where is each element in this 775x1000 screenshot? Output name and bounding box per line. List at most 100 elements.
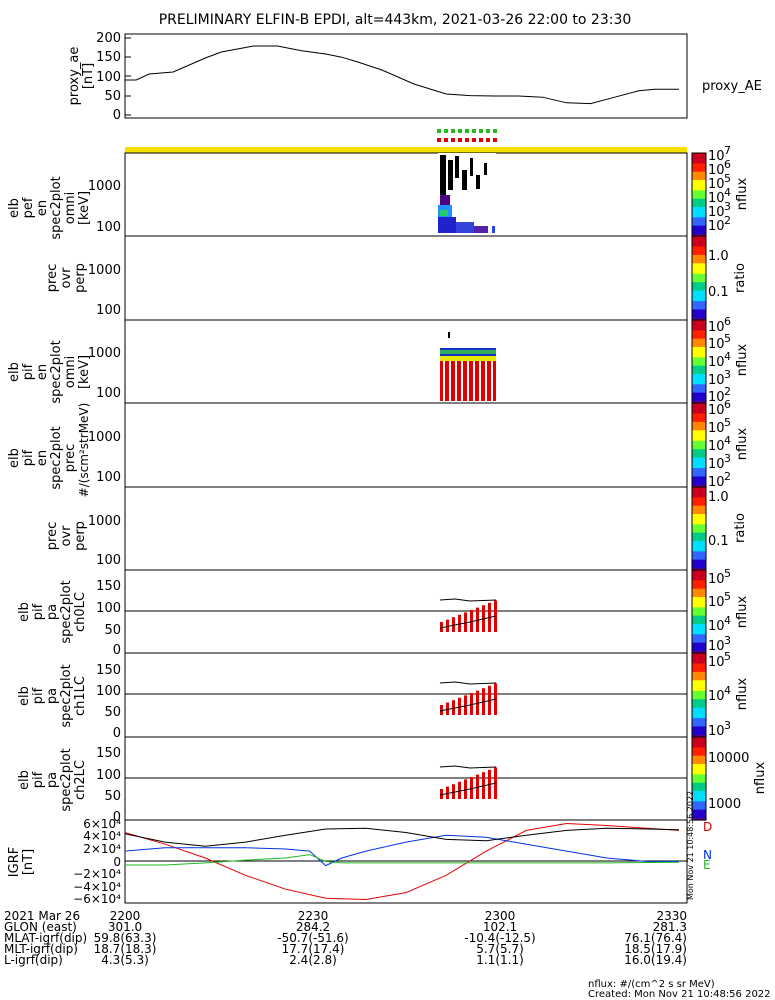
colorbar-segment [692, 536, 706, 540]
colorbar-segment [692, 320, 706, 323]
svg-text:7: 7 [724, 144, 731, 157]
pa-loss-cone-line [439, 698, 497, 712]
figure-title: PRELIMINARY ELFIN-B EPDI, alt=443km, 202… [159, 12, 632, 28]
svg-text:ch2LC: ch2LC [73, 760, 88, 800]
colorbar-segment [692, 173, 706, 177]
colorbar-ch0: 10 5 10 5 10 4 10 3 nflux [691, 567, 750, 654]
colorbar-pef: 10 7 10 6 10 5 10 4 10 3 10 2 nflux [691, 144, 750, 237]
svg-text:2: 2 [724, 385, 731, 398]
svg-text:10: 10 [708, 595, 725, 610]
colorbar-segment [692, 231, 706, 235]
colorbar-segment [692, 734, 706, 738]
svg-text:pa: pa [45, 688, 60, 704]
colorbar-segment [692, 507, 706, 511]
colorbar-segment [692, 487, 706, 490]
colorbar-segment [692, 646, 706, 650]
marker-red [444, 138, 448, 142]
colorbar-segment [692, 690, 706, 694]
colorbar-segment [692, 534, 706, 538]
svg-text:1000: 1000 [88, 263, 121, 278]
igrf-line-total [124, 827, 680, 847]
colorbar-segment [692, 757, 706, 761]
colorbar-segment [692, 311, 706, 315]
svg-text:spec2plot: spec2plot [59, 580, 74, 643]
colorbar-segment [692, 772, 706, 775]
svg-text:4: 4 [724, 684, 731, 697]
colorbar-segment [692, 476, 706, 480]
colorbar-segment [692, 580, 706, 584]
svg-text:5: 5 [724, 567, 731, 580]
colorbar-segment [692, 254, 706, 258]
marker-red [458, 138, 462, 142]
colorbar-segment [692, 225, 706, 229]
marker-red [465, 138, 469, 142]
colorbar-segment [692, 349, 706, 352]
colorbar-segment [692, 400, 706, 404]
svg-text:ovr: ovr [59, 267, 74, 289]
colorbar-segment [692, 376, 706, 379]
colorbar-segment [692, 648, 706, 652]
colorbar-segment [692, 167, 706, 171]
colorbar-segment [692, 405, 706, 408]
colorbar-segment [692, 440, 706, 444]
colorbar-segment [692, 378, 706, 381]
svg-text:10: 10 [708, 219, 725, 234]
colorbar-segment [692, 695, 706, 698]
ylabel-pif-en-prec: elb pif en spec2plot prec #/(scm²strMeV) [7, 403, 91, 498]
colorbar-segment [692, 204, 706, 208]
colorbar-segment [692, 663, 706, 667]
marker-green [486, 129, 490, 133]
svg-text:100: 100 [96, 768, 121, 783]
svg-text:nflux: nflux [735, 596, 750, 629]
colorbar-segment [692, 538, 706, 542]
colorbar-segment [692, 269, 706, 273]
svg-text:10: 10 [708, 205, 725, 220]
colorbar-segment [692, 478, 706, 482]
colorbar-segment [692, 669, 706, 673]
colorbar-segment [692, 363, 706, 367]
svg-text:prec: prec [45, 522, 60, 550]
svg-text:pif: pif [21, 449, 36, 466]
colorbar-segment [692, 213, 706, 216]
colorbar-segment [692, 196, 706, 200]
colorbar-segment [692, 592, 706, 596]
colorbar-segment [692, 209, 706, 212]
colorbar-segment [692, 445, 706, 448]
colorbar-segment [692, 394, 706, 398]
colorbar-segment [692, 453, 706, 457]
colorbar-segment [692, 373, 706, 377]
colorbar-segment [692, 761, 706, 765]
colorbar-ch1: 10 5 10 4 10 3 nflux [691, 650, 750, 739]
svg-text:en: en [35, 200, 50, 216]
colorbar-segment [692, 650, 706, 654]
footer-value: 2330 [656, 909, 687, 923]
colorbar-segment [692, 219, 706, 223]
svg-text:10: 10 [708, 724, 725, 739]
svg-text:3: 3 [724, 200, 731, 213]
pa-bar [470, 693, 473, 715]
colorbar-segment [692, 357, 706, 361]
pa-bar [440, 789, 443, 799]
colorbar-segment [692, 303, 706, 306]
svg-text:100: 100 [96, 553, 121, 568]
pif-spectrogram [440, 332, 496, 401]
svg-text:50: 50 [104, 789, 121, 804]
ylabel-pif-en: elb pif en spec2plot omni [keV] [7, 340, 92, 403]
pa-bar [470, 610, 473, 632]
colorbar-segment [692, 286, 706, 290]
svg-text:nflux: nflux [735, 344, 750, 377]
svg-text:5: 5 [724, 416, 731, 429]
colorbar-segment [692, 223, 706, 227]
svg-text:en: en [35, 364, 50, 380]
panel-pa-ch1: elb pif pa spec2plot ch1LC 150 100 50 0 … [17, 650, 750, 741]
svg-text:2: 2 [724, 470, 731, 483]
pa-bar [446, 702, 449, 715]
svg-text:2: 2 [724, 214, 731, 227]
footer-value: 5.7(5.7) [476, 942, 524, 956]
colorbar-segment [692, 426, 706, 429]
svg-text:10: 10 [708, 177, 725, 192]
svg-text:1000: 1000 [88, 346, 121, 361]
svg-text:omni: omni [63, 356, 78, 388]
colorbar-segment [692, 411, 706, 415]
colorbar-segment [692, 497, 706, 501]
